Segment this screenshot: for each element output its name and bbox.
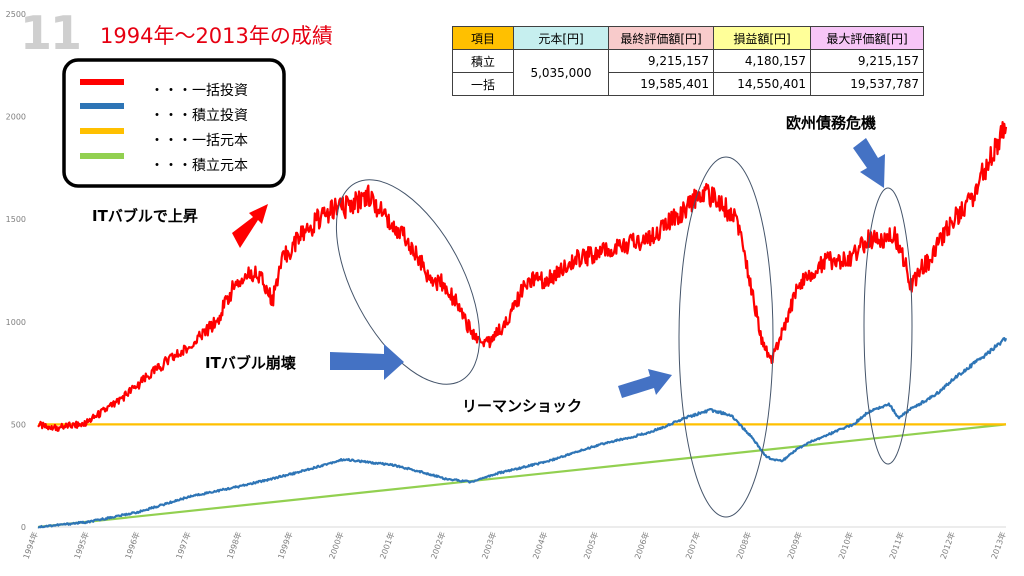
x-tick-label: 2004年 [530, 530, 549, 560]
x-tick-label: 2000年 [326, 530, 345, 560]
x-tick-label: 1996年 [123, 530, 142, 560]
x-tick-label: 2006年 [632, 530, 651, 560]
legend-label-dca-principal: ・・・積立元本 [150, 158, 248, 174]
x-tick-label: 1994年 [21, 530, 40, 560]
annotation-euro-crisis: 欧州債務危機 [786, 114, 876, 132]
table-row: 一括 19,585,401 14,550,401 19,537,787 [452, 72, 924, 96]
y-tick-label: 1500 [6, 215, 26, 224]
series-line-dca-principal [37, 423, 1007, 529]
lump-sum-max-value: 19,537,787 [810, 72, 924, 96]
x-tick-label: 1998年 [225, 530, 244, 560]
series-line-dca [37, 337, 1008, 529]
x-tick-label: 2011年 [887, 530, 906, 560]
y-axis: 0 500 1000 1500 2000 2500 [6, 10, 26, 532]
x-tick-label: 2009年 [785, 530, 804, 560]
x-tick-label: 2010年 [836, 530, 855, 560]
x-tick-label: 1999年 [276, 530, 295, 560]
y-tick-label: 2000 [6, 113, 26, 122]
ellipse-lehman-shock [678, 156, 774, 518]
x-tick-label: 2008年 [734, 530, 753, 560]
annotation-lehman-shock: リーマンショック [462, 397, 582, 415]
y-tick-label: 1000 [6, 318, 26, 327]
ellipse-it-bubble-burst [335, 179, 481, 385]
lump-sum-final-value: 19,585,401 [608, 72, 714, 96]
principal-cell: 5,035,000 [513, 49, 609, 96]
series-line-lump-sum [37, 121, 1008, 432]
lump-sum-profit: 14,550,401 [713, 72, 811, 96]
legend: ・・・一括投資 ・・・積立投資 ・・・一括元本 ・・・積立元本 [62, 58, 286, 188]
x-tick-label: 2013年 [989, 530, 1008, 560]
summary-table: 項目 元本[円] 最終評価額[円] 損益額[円] 最大評価額[円] 積立 5,0… [452, 26, 924, 96]
page-number: 11 [20, 6, 82, 60]
arrow-lehman-shock [618, 369, 672, 398]
x-tick-label: 2005年 [581, 530, 600, 560]
row-label-dca: 積立 [452, 49, 514, 73]
x-tick-label: 2003年 [479, 530, 498, 560]
header-final-value: 最終評価額[円] [608, 26, 714, 50]
legend-label-lump-sum: ・・・一括投資 [150, 83, 248, 99]
x-axis: 1994年 1995年 1996年 1997年 1998年 1999年 2000年 2001年… [21, 526, 1008, 560]
x-tick-label: 2001年 [377, 530, 396, 560]
header-principal: 元本[円] [513, 26, 609, 50]
legend-label-dca: ・・・積立投資 [150, 108, 248, 124]
ellipse-euro-crisis [863, 187, 913, 465]
arrow-it-bubble-rise [232, 204, 268, 248]
page-title: 1994年～2013年の成績 [100, 24, 333, 48]
dca-profit: 4,180,157 [713, 49, 811, 73]
x-tick-label: 1995年 [72, 530, 91, 560]
x-tick-label: 2012年 [938, 530, 957, 560]
x-tick-label: 2007年 [683, 530, 702, 560]
annotation-it-bubble-burst: ITバブル崩壊 [205, 354, 296, 372]
table-row: 積立 5,035,000 9,215,157 4,180,157 9,215,1… [452, 49, 924, 96]
row-label-lump-sum: 一括 [452, 72, 514, 96]
arrow-it-bubble-burst [330, 344, 404, 380]
y-tick-label: 2500 [6, 10, 26, 19]
x-tick-label: 1997年 [174, 530, 193, 560]
y-tick-label: 0 [21, 523, 26, 532]
legend-label-lump-sum-principal: ・・・一括元本 [150, 133, 248, 149]
dca-max-value: 9,215,157 [810, 49, 924, 73]
header-profit: 損益額[円] [713, 26, 811, 50]
series-group [37, 121, 1008, 529]
header-item: 項目 [452, 26, 514, 50]
y-tick-label: 500 [11, 420, 26, 429]
arrow-euro-crisis [853, 138, 885, 188]
header-max-value: 最大評価額[円] [810, 26, 924, 50]
table-header-row: 項目 元本[円] 最終評価額[円] 損益額[円] 最大評価額[円] [452, 26, 924, 50]
annotation-it-bubble-rise: ITバブルで上昇 [92, 207, 198, 225]
x-tick-label: 2002年 [428, 530, 447, 560]
dca-final-value: 9,215,157 [608, 49, 714, 73]
